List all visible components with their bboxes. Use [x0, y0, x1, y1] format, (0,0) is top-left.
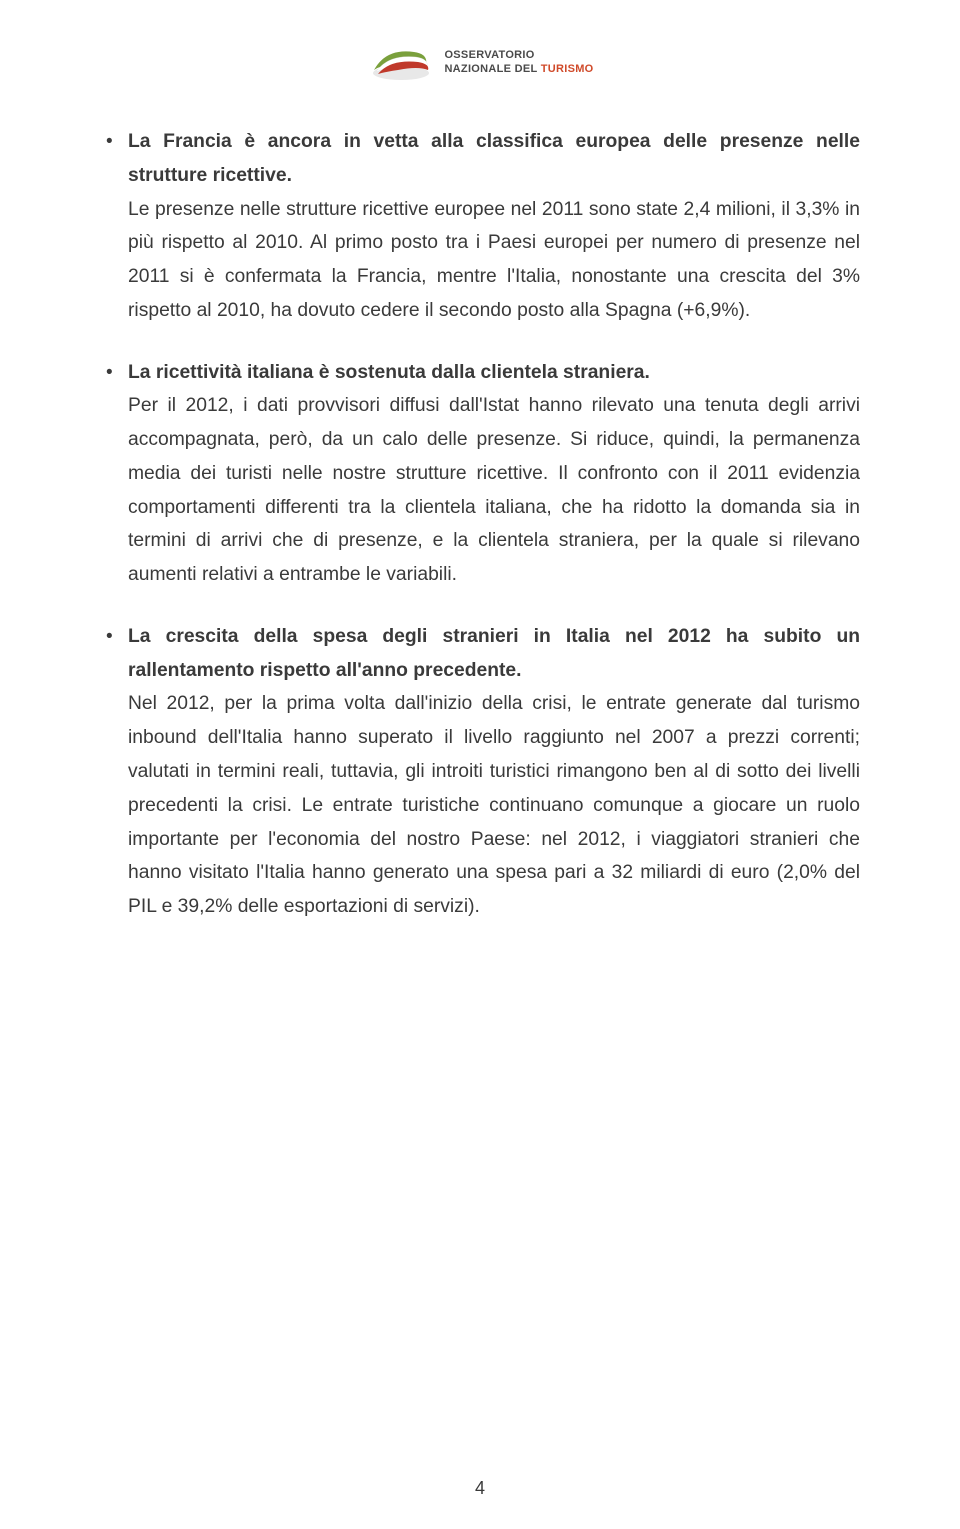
list-item: La crescita della spesa degli stranieri …: [100, 620, 860, 924]
logo-line1: OSSERVATORIO: [444, 49, 593, 62]
list-item: La ricettività italiana è sostenuta dall…: [100, 356, 860, 592]
bullet-body: Le presenze nelle strutture ricettive eu…: [128, 199, 860, 321]
bullet-lead: La Francia è ancora in vetta alla classi…: [128, 131, 860, 186]
page-number: 4: [0, 1478, 960, 1499]
logo-line2a: NAZIONALE DEL: [444, 63, 540, 75]
list-item: La Francia è ancora in vetta alla classi…: [100, 125, 860, 328]
bullet-body: Per il 2012, i dati provvisori diffusi d…: [128, 395, 860, 585]
bullet-lead: La ricettività italiana è sostenuta dall…: [128, 362, 650, 383]
logo-line2: NAZIONALE DEL TURISMO: [444, 63, 593, 76]
page-container: OSSERVATORIO NAZIONALE DEL TURISMO La Fr…: [0, 0, 960, 1529]
logo-swoosh-icon: [366, 40, 436, 85]
bullet-list: La Francia è ancora in vetta alla classi…: [100, 125, 860, 924]
bullet-body: Nel 2012, per la prima volta dall'inizio…: [128, 693, 860, 917]
header-logo: OSSERVATORIO NAZIONALE DEL TURISMO: [100, 40, 860, 85]
logo-text: OSSERVATORIO NAZIONALE DEL TURISMO: [444, 49, 593, 75]
logo-line2b: TURISMO: [541, 63, 594, 75]
bullet-lead: La crescita della spesa degli stranieri …: [128, 626, 860, 681]
